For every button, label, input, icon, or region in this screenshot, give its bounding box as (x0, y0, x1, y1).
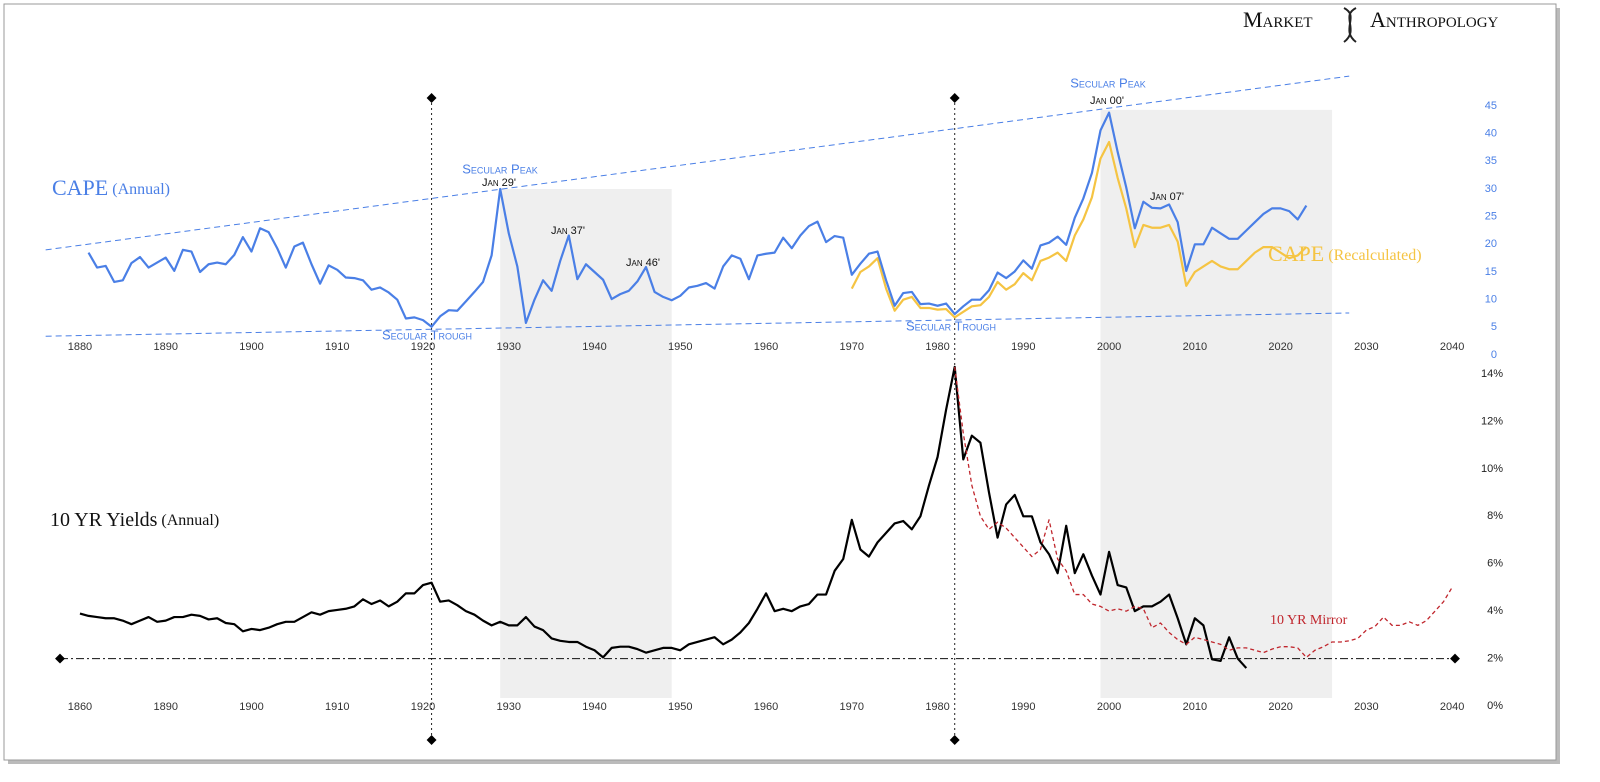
x-tick-label: 2040 (1440, 341, 1464, 353)
series-note: (Annual) (112, 181, 170, 198)
y-tick-label: 0 (1491, 349, 1497, 361)
y-tick-label: 10 (1485, 294, 1497, 306)
shaded-period (1100, 109, 1333, 698)
brand-icon (1343, 7, 1357, 43)
annotation: Secular Trough (906, 318, 996, 333)
x-tick-label: 1960 (754, 341, 778, 353)
trend-line (45, 312, 1350, 337)
annotation: Jan 37' (551, 225, 585, 237)
y-tick-label: 40 (1485, 128, 1497, 140)
x-tick-label: 1910 (325, 701, 349, 713)
brand-left: Market (1243, 7, 1313, 32)
annotation: Secular Trough (382, 327, 472, 342)
y-tick-label: 2% (1487, 652, 1503, 664)
series-name: 10 YR Yields (50, 509, 158, 531)
x-tick-label: 1970 (840, 701, 864, 713)
series-label: CAPE (Annual) (52, 175, 170, 200)
series-label: 10 YR Yields (Annual) (50, 509, 219, 531)
annotation: Secular Peak (1070, 75, 1145, 90)
y-tick-label: 8% (1487, 510, 1503, 522)
diamond-marker (1450, 653, 1460, 664)
x-tick-label: 1990 (1011, 701, 1035, 713)
y-tick-label: 35 (1485, 155, 1497, 167)
y-tick-label: 12% (1481, 415, 1503, 427)
series-line (954, 366, 1453, 659)
x-tick-label: 1970 (840, 341, 864, 353)
x-tick-label: 1900 (239, 341, 263, 353)
x-tick-label: 1860 (68, 701, 92, 713)
x-tick-label: 2000 (1097, 341, 1121, 353)
diamond-marker (55, 653, 65, 664)
x-tick-label: 2010 (1183, 701, 1207, 713)
annotation: Jan 00' (1090, 95, 1124, 107)
x-tick-label: 1920 (411, 701, 435, 713)
series-note: (Annual) (161, 512, 219, 529)
y-tick-label: 20 (1485, 238, 1497, 250)
x-tick-label: 2010 (1183, 341, 1207, 353)
series-note: (Recalculated) (1328, 247, 1421, 264)
annotation: Jan 29' (482, 177, 516, 189)
x-tick-label: 1940 (582, 701, 606, 713)
x-tick-label: 1880 (68, 341, 92, 353)
y-tick-label: 10% (1481, 463, 1503, 475)
series-label: CAPE (Recalculated) (1268, 241, 1422, 266)
x-tick-label: 2020 (1268, 341, 1292, 353)
x-tick-label: 1890 (153, 701, 177, 713)
series-line (850, 140, 1308, 319)
x-tick-label: 1910 (325, 341, 349, 353)
x-tick-label: 1930 (497, 341, 521, 353)
diamond-marker (949, 93, 960, 103)
annotation: Jan 07' (1150, 191, 1184, 203)
y-tick-label: 0% (1487, 700, 1503, 712)
annotation: Jan 46' (626, 257, 660, 269)
y-tick-label: 6% (1487, 558, 1503, 570)
y-tick-label: 4% (1487, 605, 1503, 617)
marks-layer: 1880 1890 1900 1910 1920 1930 1940 1950 1960 1970… (45, 75, 1503, 713)
x-tick-label: 1960 (754, 701, 778, 713)
x-tick-label: 2040 (1440, 701, 1464, 713)
x-tick-label: 1900 (239, 701, 263, 713)
series-name: CAPE (1268, 241, 1324, 266)
x-tick-label: 1930 (497, 701, 521, 713)
series-line (87, 111, 1308, 328)
x-tick-label: 1990 (1011, 341, 1035, 353)
x-tick-label: 1940 (582, 341, 606, 353)
series-label: 10 YR Mirror (1270, 613, 1348, 628)
x-tick-label: 2000 (1097, 701, 1121, 713)
x-tick-label: 2030 (1354, 341, 1378, 353)
brand: Market Anthropology (1243, 7, 1499, 43)
x-tick-label: 1890 (153, 341, 177, 353)
y-tick-label: 14% (1481, 368, 1503, 380)
y-tick-label: 15 (1485, 266, 1497, 278)
diamond-marker (949, 735, 960, 745)
y-tick-label: 30 (1485, 183, 1497, 195)
x-tick-label: 1980 (925, 701, 949, 713)
y-tick-label: 25 (1485, 211, 1497, 223)
x-tick-label: 1950 (668, 701, 692, 713)
x-tick-label: 1950 (668, 341, 692, 353)
x-tick-label: 1920 (411, 341, 435, 353)
x-tick-label: 2030 (1354, 701, 1378, 713)
y-tick-label: 45 (1485, 100, 1497, 112)
diamond-marker (426, 735, 437, 745)
x-tick-label: 1980 (925, 341, 949, 353)
series-name: CAPE (52, 175, 108, 200)
icon-strand (1343, 7, 1357, 43)
overlay-layer (426, 93, 1333, 745)
annotation: Secular Peak (462, 161, 537, 176)
trend-line (45, 75, 1350, 251)
y-tick-label: 5 (1491, 321, 1497, 333)
brand-right: Anthropology (1370, 7, 1499, 32)
x-tick-label: 2020 (1268, 701, 1292, 713)
series-line (79, 365, 1248, 669)
